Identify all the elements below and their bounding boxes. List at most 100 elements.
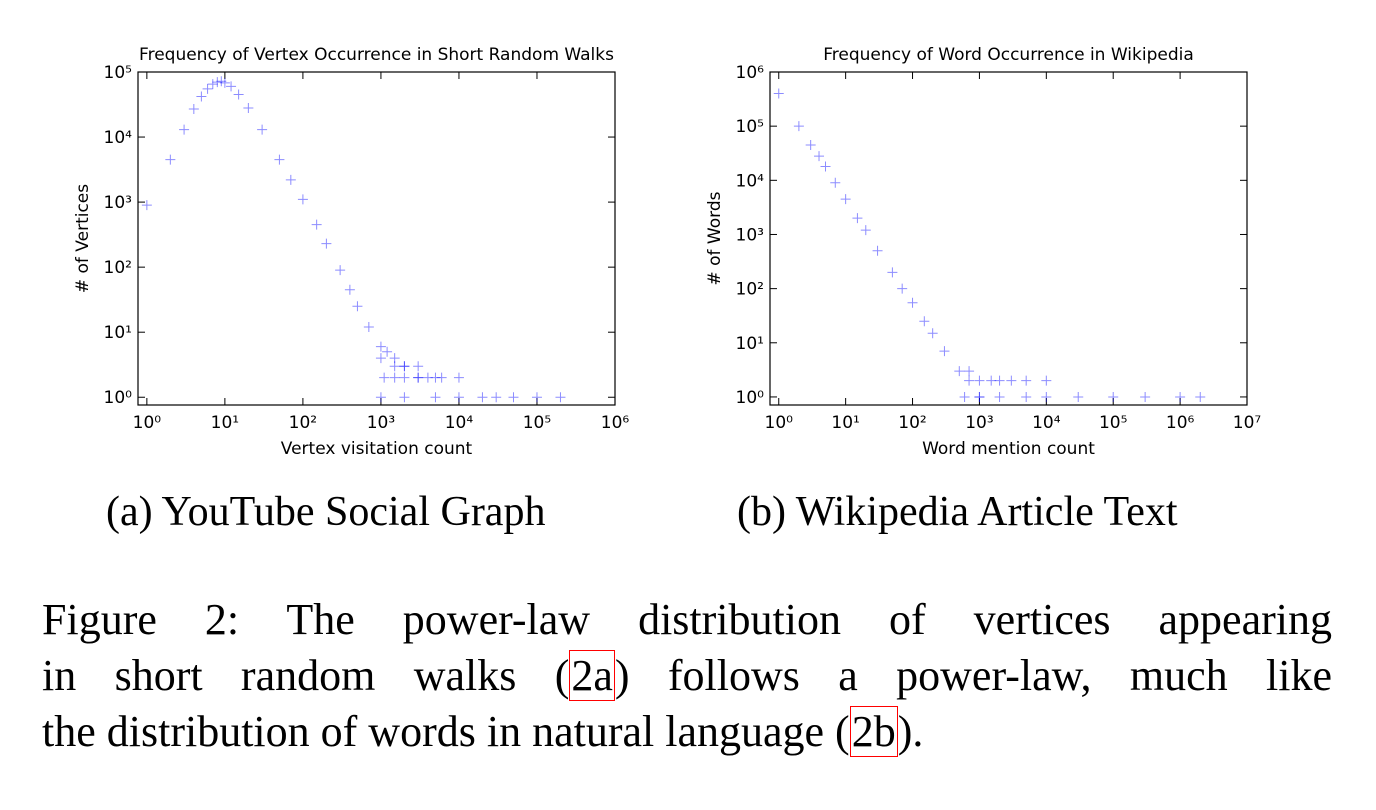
point bbox=[188, 103, 199, 114]
y-tick-label: 10⁰ bbox=[104, 388, 133, 408]
y-tick-label: 10² bbox=[736, 280, 764, 300]
caption-line: the distribution of words in natural lan… bbox=[42, 704, 1332, 760]
point bbox=[805, 139, 816, 150]
x-tick-label: 10⁵ bbox=[1099, 413, 1127, 433]
point bbox=[887, 267, 898, 278]
point bbox=[226, 81, 237, 92]
caption-text: ). bbox=[897, 707, 924, 756]
point bbox=[285, 174, 296, 185]
point bbox=[321, 238, 332, 249]
y-tick-label: 10³ bbox=[736, 225, 764, 245]
point bbox=[814, 151, 825, 162]
point bbox=[430, 392, 441, 403]
point bbox=[830, 177, 841, 188]
point bbox=[389, 353, 400, 364]
subcaption: (b) Wikipedia Article Text bbox=[737, 489, 1178, 535]
y-tick-label: 10¹ bbox=[736, 334, 764, 354]
figure-ref[interactable]: 2a bbox=[569, 650, 615, 701]
point bbox=[531, 392, 542, 403]
point bbox=[399, 392, 410, 403]
y-tick-label: 10³ bbox=[104, 193, 132, 213]
point bbox=[872, 245, 883, 256]
x-tick-label: 10⁴ bbox=[1032, 413, 1061, 433]
point bbox=[422, 372, 433, 383]
point bbox=[436, 372, 447, 383]
x-axis-label: Vertex visitation count bbox=[281, 439, 473, 459]
point bbox=[1021, 391, 1032, 402]
point bbox=[994, 391, 1005, 402]
point bbox=[508, 392, 519, 403]
point bbox=[1041, 391, 1052, 402]
point bbox=[363, 322, 374, 333]
point bbox=[413, 372, 424, 383]
point bbox=[141, 200, 152, 211]
point bbox=[1041, 375, 1052, 386]
point bbox=[1021, 375, 1032, 386]
x-tick-label: 10⁵ bbox=[523, 413, 551, 433]
point bbox=[907, 297, 918, 308]
chart-title: Frequency of Word Occurrence in Wikipedi… bbox=[823, 45, 1194, 65]
figure-ref[interactable]: 2b bbox=[849, 706, 898, 757]
point bbox=[860, 225, 871, 236]
point bbox=[413, 372, 424, 383]
point bbox=[964, 366, 975, 377]
point bbox=[939, 346, 950, 357]
x-tick-label: 10² bbox=[289, 413, 317, 433]
point bbox=[974, 375, 985, 386]
plot-area bbox=[769, 71, 1248, 406]
point bbox=[959, 391, 970, 402]
caption-text: the distribution of words in natural lan… bbox=[42, 707, 850, 756]
x-tick-label: 10⁴ bbox=[445, 413, 474, 433]
point bbox=[954, 366, 965, 377]
point bbox=[375, 353, 386, 364]
point bbox=[773, 88, 784, 99]
point bbox=[453, 372, 464, 383]
point bbox=[243, 102, 254, 113]
x-tick-label: 10¹ bbox=[831, 413, 859, 433]
point bbox=[840, 194, 851, 205]
point bbox=[399, 361, 410, 372]
point bbox=[986, 375, 997, 386]
y-axis-label: # of Words bbox=[705, 191, 725, 285]
point bbox=[919, 316, 930, 327]
y-tick-label: 10¹ bbox=[104, 323, 132, 343]
point bbox=[1006, 375, 1017, 386]
point bbox=[382, 346, 393, 357]
point bbox=[257, 124, 268, 135]
point bbox=[1073, 391, 1084, 402]
y-tick-label: 10⁴ bbox=[736, 171, 765, 191]
caption-line: Figure 2: The power-law distribution of … bbox=[42, 592, 1332, 648]
point bbox=[1175, 391, 1186, 402]
point bbox=[375, 392, 386, 403]
y-tick-label: 10⁵ bbox=[736, 117, 764, 137]
point bbox=[274, 154, 285, 165]
point bbox=[216, 76, 227, 87]
point bbox=[1108, 391, 1119, 402]
y-axis-label: # of Vertices bbox=[73, 184, 93, 293]
point bbox=[974, 391, 985, 402]
point bbox=[389, 361, 400, 372]
x-tick-label: 10⁰ bbox=[133, 413, 162, 433]
point bbox=[927, 328, 938, 339]
point bbox=[297, 194, 308, 205]
point bbox=[165, 154, 176, 165]
point bbox=[219, 77, 230, 88]
caption-line: in short random walks (2a) follows a pow… bbox=[42, 648, 1332, 704]
point bbox=[1140, 391, 1151, 402]
point bbox=[399, 361, 410, 372]
point bbox=[555, 392, 566, 403]
subcaption: (a) YouTube Social Graph bbox=[106, 489, 546, 535]
point bbox=[352, 301, 363, 312]
point bbox=[335, 265, 346, 276]
point bbox=[964, 375, 975, 386]
y-tick-label: 10⁰ bbox=[736, 388, 765, 408]
x-tick-label: 10⁷ bbox=[1233, 413, 1262, 433]
point bbox=[477, 392, 488, 403]
point bbox=[820, 161, 831, 172]
charts: Frequency of Vertex Occurrence in Short … bbox=[73, 45, 1262, 459]
x-tick-label: 10³ bbox=[367, 413, 395, 433]
point bbox=[399, 372, 410, 383]
point bbox=[1195, 391, 1206, 402]
point bbox=[179, 124, 190, 135]
